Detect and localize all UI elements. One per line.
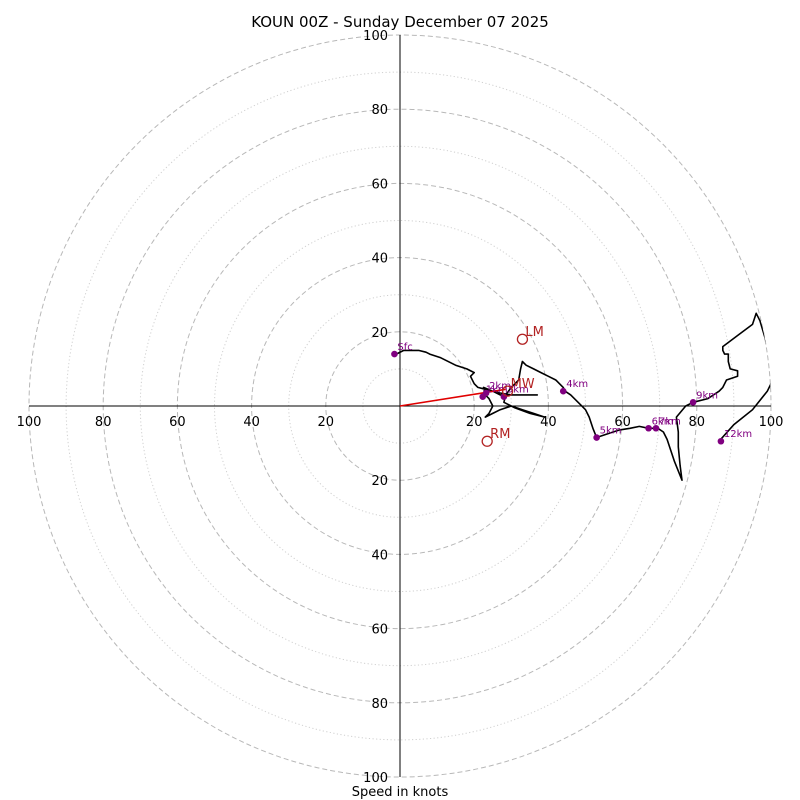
storm-motion-marker bbox=[516, 333, 529, 345]
height-marker-label: 9km bbox=[696, 390, 718, 401]
height-marker-label: Sfc bbox=[397, 342, 412, 353]
x-tick-label: 20 bbox=[318, 415, 335, 430]
chart-title: KOUN 00Z - Sunday December 07 2025 bbox=[251, 13, 549, 31]
height-marker-label: 1km bbox=[486, 385, 508, 396]
height-marker-dot bbox=[559, 387, 567, 395]
storm-motion-markers: LM MW RM bbox=[481, 325, 544, 447]
y-tick-label: 60 bbox=[371, 623, 388, 638]
height-marker-dot bbox=[482, 389, 490, 397]
y-tick-label: 80 bbox=[371, 103, 388, 118]
storm-motion-label: LM bbox=[525, 325, 543, 340]
x-tick-label: 40 bbox=[540, 415, 557, 430]
y-tick-label: 20 bbox=[371, 326, 388, 341]
x-tick-label: 80 bbox=[95, 415, 112, 430]
y-tick-label: 20 bbox=[371, 474, 388, 489]
x-tick-label: 60 bbox=[614, 415, 631, 430]
y-tick-label: 40 bbox=[371, 252, 388, 267]
height-marker-label: 4km bbox=[566, 379, 588, 390]
storm-motion-label: RM bbox=[490, 427, 510, 442]
y-tick-label: 100 bbox=[363, 29, 388, 44]
x-tick-label: 20 bbox=[466, 415, 483, 430]
hodograph-trace-tail bbox=[718, 383, 771, 442]
y-tick-label: 80 bbox=[371, 697, 388, 712]
x-tick-label: 40 bbox=[243, 415, 260, 430]
axis-tick-labels: 100 100 80 80 60 60 40 40 20 20 20 20 40 40 60 60 80 80 10… bbox=[17, 29, 784, 786]
y-tick-label: 100 bbox=[363, 771, 388, 786]
height-marker-dot bbox=[652, 424, 660, 432]
height-marker-label: 5km bbox=[600, 426, 622, 437]
height-marker-label: 2km bbox=[489, 381, 511, 392]
x-tick-label: 80 bbox=[689, 415, 706, 430]
x-tick-label: 100 bbox=[759, 415, 784, 430]
storm-motion-label: MW bbox=[511, 377, 535, 392]
height-marker-label: 3km bbox=[507, 385, 529, 396]
y-tick-label: 40 bbox=[371, 548, 388, 563]
x-tick-label: 60 bbox=[169, 415, 186, 430]
height-marker-label: 7km bbox=[659, 416, 681, 427]
storm-motion-marker bbox=[481, 435, 493, 447]
x-tick-label: 100 bbox=[17, 415, 42, 430]
height-marker-dot bbox=[645, 424, 652, 432]
storm-motion-marker bbox=[501, 385, 514, 397]
height-marker-dot bbox=[689, 398, 697, 406]
height-marker-label: 6km bbox=[652, 416, 674, 427]
y-tick-label: 60 bbox=[371, 177, 388, 192]
height-marker-label: 12km bbox=[724, 429, 752, 440]
x-axis-label: Speed in knots bbox=[352, 785, 449, 800]
height-marker-dot bbox=[717, 437, 725, 445]
height-marker-dot bbox=[391, 350, 398, 358]
height-marker-dot bbox=[593, 434, 600, 441]
